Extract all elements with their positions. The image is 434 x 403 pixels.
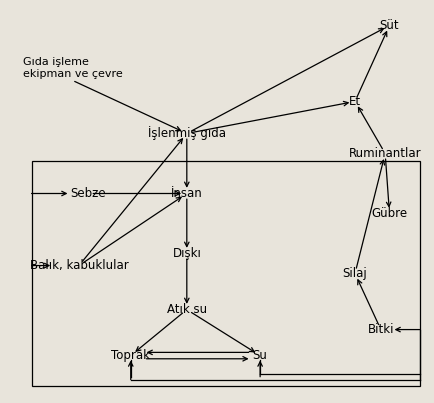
Text: Toprak: Toprak	[111, 349, 150, 362]
Text: Su: Su	[253, 349, 267, 362]
Bar	[32, 162, 420, 386]
Text: Sebze: Sebze	[70, 187, 105, 200]
Text: İşlenmiş gıda: İşlenmiş gıda	[148, 127, 226, 141]
Text: Gübre: Gübre	[372, 207, 408, 220]
Text: Atık su: Atık su	[167, 303, 207, 316]
Text: Balık, kabuklular: Balık, kabuklular	[30, 259, 128, 272]
Text: Dışkı: Dışkı	[172, 247, 201, 260]
Text: İnsan: İnsan	[171, 187, 203, 200]
Text: Gıda işleme
ekipman ve çevre: Gıda işleme ekipman ve çevre	[23, 57, 123, 79]
Text: Süt: Süt	[380, 19, 399, 32]
Text: Ruminantlar: Ruminantlar	[349, 147, 421, 160]
Text: Bitki: Bitki	[368, 323, 394, 336]
Text: Et: Et	[349, 95, 361, 108]
Text: Silaj: Silaj	[342, 267, 367, 280]
